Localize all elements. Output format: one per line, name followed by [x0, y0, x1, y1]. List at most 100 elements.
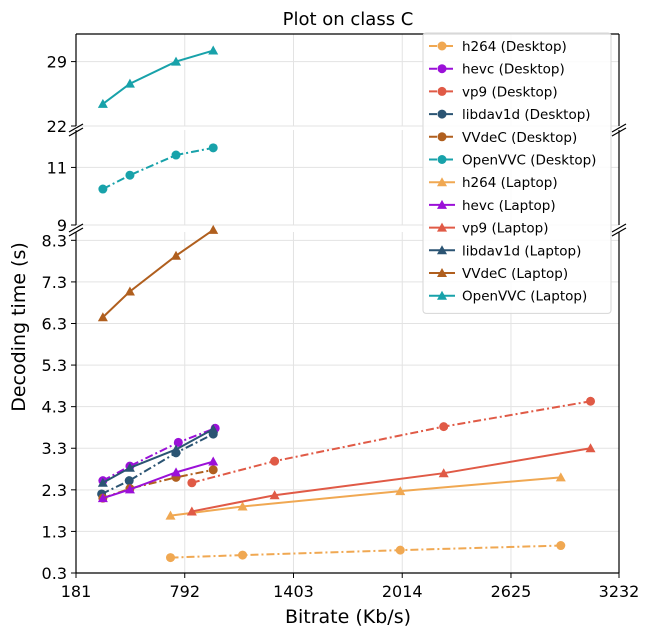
series-line [102, 146, 214, 190]
data-point [171, 467, 182, 477]
data-point [585, 443, 596, 453]
legend-label: VVdeC (Desktop) [462, 130, 577, 146]
legend-label: vp9 (Desktop) [462, 84, 558, 100]
y-tick-label: 7.3 [42, 273, 67, 292]
series-line [102, 49, 214, 105]
x-tick-label: 2014 [382, 582, 423, 601]
data-point [270, 456, 280, 466]
legend-marker [437, 245, 447, 255]
data-point [171, 250, 182, 260]
legend-marker [437, 64, 447, 74]
legend-marker [437, 41, 447, 51]
axes-layer: 22 29 9 11 0.3 1.3 2.3 3.3 4.3 5.3 6.3 7.3 8.3 181 792… [42, 53, 640, 601]
series-line [191, 447, 591, 513]
legend-label: vp9 (Laptop) [462, 221, 548, 237]
y-tick-label: 8.3 [42, 231, 67, 250]
chart-title: Plot on class C [283, 9, 414, 30]
axis-break-mark [68, 223, 84, 233]
data-point [208, 465, 218, 475]
data-point [97, 98, 108, 108]
data-point [439, 422, 449, 432]
x-axis-label: Bitrate (Kb/s) [285, 606, 411, 628]
data-point [97, 477, 108, 487]
axis-break-mark [68, 227, 84, 237]
data-point [125, 170, 135, 180]
y-tick-label: 2.3 [42, 481, 67, 500]
series-line [101, 433, 214, 495]
y-axis-label: Decoding time (s) [8, 242, 30, 412]
data-point [395, 545, 405, 555]
legend: h264 (Desktop) hevc (Desktop) vp9 (Desktop… [422, 32, 612, 314]
legend-label: OpenVVC (Desktop) [462, 153, 596, 169]
legend-label: hevc (Desktop) [462, 62, 565, 78]
legend-marker [437, 86, 447, 96]
data-point [208, 143, 218, 153]
data-point [97, 493, 108, 503]
axis-break-mark [611, 227, 627, 237]
data-point [208, 456, 219, 466]
series-line [102, 460, 214, 500]
data-point [186, 506, 197, 516]
legend-marker [437, 199, 447, 209]
data-point [586, 396, 596, 406]
data-point [438, 468, 449, 478]
panel-frames [68, 33, 627, 574]
series-layer [97, 45, 596, 563]
data-point [171, 56, 182, 66]
legend-label: h264 (Desktop) [462, 39, 567, 55]
data-point [555, 472, 566, 482]
axis-break-mark [611, 223, 627, 233]
data-point [124, 462, 135, 472]
data-point [556, 541, 566, 551]
axis-break-mark [611, 123, 627, 133]
y-tick-label: 22 [47, 117, 67, 136]
data-point [124, 484, 135, 494]
legend-marker [437, 268, 447, 277]
legend-label: VVdeC (Laptop) [462, 266, 568, 282]
series-line [170, 544, 561, 559]
data-point [124, 286, 135, 296]
y-tick-label: 29 [47, 53, 67, 72]
data-point [166, 553, 176, 563]
series-line [170, 476, 561, 517]
y-tick-label: 9 [57, 216, 67, 235]
data-point [208, 424, 219, 434]
axis-break-mark [611, 127, 627, 137]
legend-marker [437, 290, 447, 300]
data-point [171, 150, 181, 160]
series-line [102, 428, 214, 484]
data-point [124, 78, 135, 88]
legend-label: OpenVVC (Laptop) [462, 289, 587, 305]
legend-box [422, 32, 612, 314]
series-line [191, 400, 591, 484]
data-point [171, 444, 182, 454]
x-tick-label: 3232 [599, 582, 640, 601]
data-point [237, 501, 248, 511]
data-point [97, 312, 108, 322]
data-point [124, 476, 134, 486]
data-point [98, 184, 108, 194]
x-tick-label: 792 [169, 582, 200, 601]
y-tick-label: 0.3 [42, 564, 67, 583]
y-tick-label: 1.3 [42, 522, 67, 541]
x-tick-label: 1403 [273, 582, 314, 601]
series-line [102, 468, 214, 500]
legend-marker [437, 155, 447, 164]
legend-label: h264 (Laptop) [462, 175, 558, 191]
x-tick-label: 181 [61, 582, 92, 601]
y-tick-label: 4.3 [42, 398, 67, 417]
series-line [102, 229, 214, 318]
data-point [208, 224, 219, 234]
data-point [187, 478, 197, 488]
y-tick-label: 6.3 [42, 314, 67, 333]
legend-label: libdav1d (Desktop) [462, 107, 591, 123]
y-tick-label: 5.3 [42, 356, 67, 375]
data-point [165, 510, 176, 520]
legend-marker [437, 132, 447, 142]
legend-marker [437, 222, 447, 232]
legend-marker [437, 177, 447, 187]
data-point [208, 45, 219, 55]
legend-label: hevc (Laptop) [462, 198, 556, 214]
legend-label: libdav1d (Laptop) [462, 243, 581, 259]
